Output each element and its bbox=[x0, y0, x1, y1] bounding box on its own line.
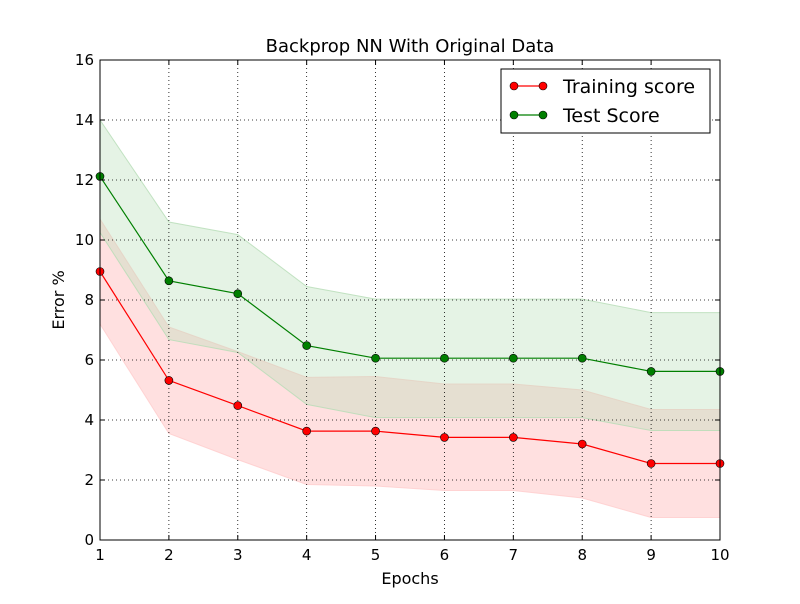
legend-label-training: Training score bbox=[562, 76, 695, 98]
data-point-training bbox=[509, 433, 518, 442]
data-point-test bbox=[440, 353, 449, 363]
x-tick-label: 6 bbox=[440, 546, 450, 564]
x-axis-label: Epochs bbox=[381, 569, 438, 588]
legend-label-test: Test Score bbox=[562, 105, 660, 127]
data-point-test bbox=[646, 367, 656, 376]
data-point-training bbox=[302, 426, 311, 436]
data-point-training bbox=[646, 459, 656, 468]
y-tick-label: 16 bbox=[75, 51, 94, 69]
x-tick-label: 1 bbox=[95, 546, 105, 564]
x-tick-label: 9 bbox=[646, 546, 656, 564]
x-tick-label: 8 bbox=[577, 546, 587, 564]
x-tick-label: 3 bbox=[233, 546, 243, 564]
y-axis-label: Error % bbox=[49, 270, 68, 329]
data-point-test bbox=[233, 289, 243, 299]
legend-marker-training bbox=[509, 81, 519, 91]
data-point-training bbox=[233, 401, 243, 410]
x-tick-label: 2 bbox=[164, 546, 174, 564]
data-point-test bbox=[577, 353, 587, 363]
data-point-test bbox=[371, 353, 380, 363]
y-tick-label: 2 bbox=[84, 471, 94, 489]
y-tick-label: 12 bbox=[75, 171, 94, 189]
legend-box bbox=[500, 68, 711, 134]
y-tick-label: 4 bbox=[84, 411, 94, 429]
data-point-test bbox=[164, 276, 174, 286]
data-point-training bbox=[371, 426, 380, 436]
x-tick-label: 4 bbox=[302, 546, 312, 564]
y-tick-label: 10 bbox=[75, 231, 94, 249]
y-tick-label: 6 bbox=[84, 351, 94, 369]
series-line-test bbox=[99, 176, 720, 372]
y-tick-label: 14 bbox=[75, 111, 94, 129]
chart-title: Backprop NN With Original Data bbox=[266, 36, 555, 57]
series-line-training bbox=[99, 271, 720, 465]
legend: Training score Test Score bbox=[500, 68, 711, 134]
legend-marker-test bbox=[538, 110, 548, 120]
y-tick-label: 0 bbox=[84, 531, 94, 549]
x-tick-label: 5 bbox=[371, 546, 381, 564]
data-point-training bbox=[440, 433, 449, 442]
legend-marker-test bbox=[509, 110, 519, 120]
y-tick-label: 8 bbox=[84, 291, 94, 309]
data-point-test bbox=[302, 341, 311, 350]
data-point-test bbox=[509, 353, 518, 363]
x-tick-label: 7 bbox=[509, 546, 519, 564]
legend-marker-training bbox=[538, 81, 548, 91]
data-point-training bbox=[164, 376, 174, 385]
data-point-training bbox=[577, 439, 587, 449]
x-tick-label: 10 bbox=[710, 546, 729, 564]
